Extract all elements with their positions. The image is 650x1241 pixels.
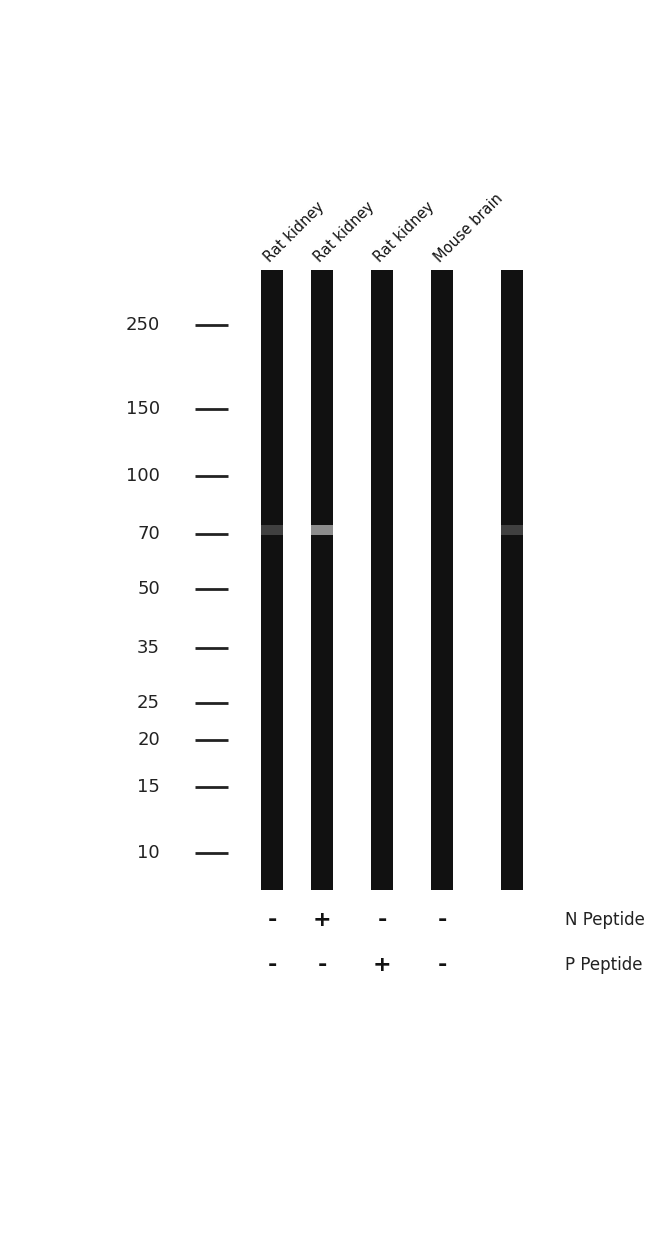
Text: 25: 25 [137,694,160,712]
Bar [431,271,453,890]
Text: -: - [267,956,277,975]
Bar [311,271,333,890]
Text: -: - [317,956,327,975]
Text: 15: 15 [137,778,160,795]
Text: N Peptide: N Peptide [565,911,645,930]
Text: 250: 250 [125,316,160,334]
Bar [261,525,283,535]
Text: +: + [313,910,332,930]
Bar [261,271,283,890]
Text: Mouse brain: Mouse brain [432,191,506,266]
Text: -: - [377,910,387,930]
Text: Rat kidney: Rat kidney [371,199,437,266]
Bar [501,525,523,535]
Text: 35: 35 [137,639,160,656]
Text: +: + [372,956,391,975]
Text: -: - [267,910,277,930]
Text: -: - [437,910,447,930]
Bar [371,271,393,890]
Bar [311,525,333,535]
Text: 70: 70 [137,525,160,544]
Text: -: - [437,956,447,975]
Text: 100: 100 [126,467,160,484]
Text: P Peptide: P Peptide [565,956,642,974]
Text: 20: 20 [137,731,160,748]
Text: 10: 10 [137,844,160,862]
Text: 50: 50 [137,581,160,598]
Bar [501,271,523,890]
Text: Rat kidney: Rat kidney [261,199,327,266]
Text: 150: 150 [126,400,160,418]
Text: Rat kidney: Rat kidney [311,199,377,266]
